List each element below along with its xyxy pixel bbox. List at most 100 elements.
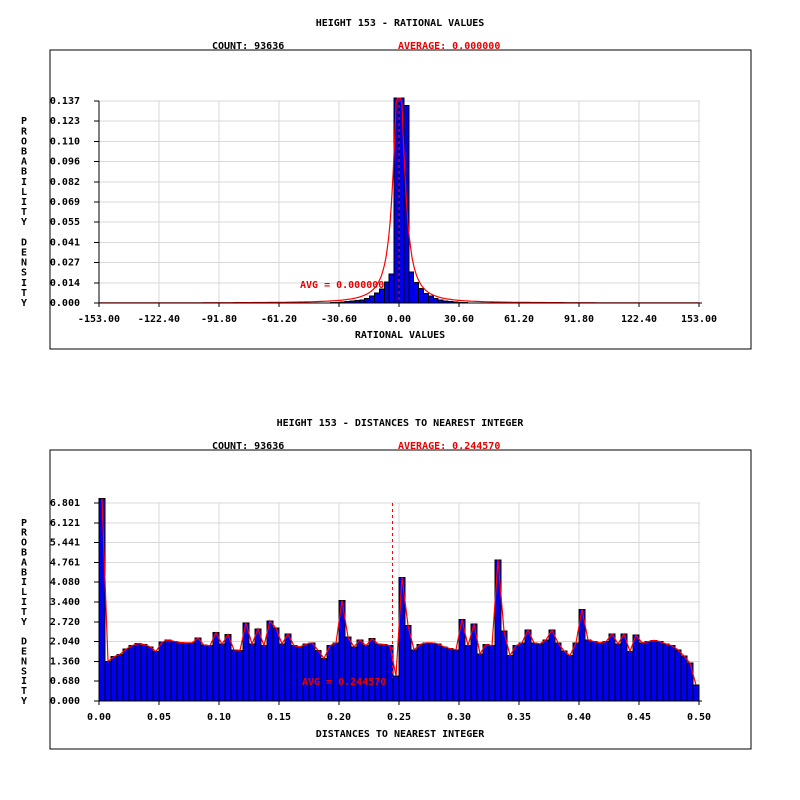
bar <box>418 288 425 304</box>
y-axis-title-letter: Y <box>21 617 27 628</box>
y-tick-labels: 6.801 6.121 5.441 4.761 4.080 3.400 2.720 2.040… <box>50 498 80 707</box>
bar <box>230 649 238 702</box>
y-axis-title-letter: T <box>21 686 27 697</box>
bar <box>128 645 136 702</box>
y-tick-label: 0.069 <box>50 197 80 208</box>
bar <box>404 624 412 702</box>
x-tick-label: 91.80 <box>564 314 594 325</box>
x-tick-label: 0.25 <box>387 712 411 723</box>
bar <box>518 642 526 702</box>
x-tick-label: 0.30 <box>447 712 471 723</box>
y-axis-title-letter: I <box>21 577 27 588</box>
bar <box>572 642 580 702</box>
bar <box>368 638 376 702</box>
bar <box>314 649 322 702</box>
x-tick-label: -122.40 <box>138 314 180 325</box>
plot-area-distances: 6.801 6.121 5.441 4.761 4.080 3.400 2.720 2.040… <box>21 449 752 750</box>
chart-frame <box>49 49 752 350</box>
histogram-bars <box>329 97 469 304</box>
count-label: COUNT: 93636 <box>212 441 284 452</box>
bar <box>236 649 244 702</box>
y-axis-title-letter: I <box>21 177 27 188</box>
bar <box>248 643 256 702</box>
count-label: COUNT: 93636 <box>212 41 284 52</box>
bar <box>266 620 274 702</box>
y-axis-title-letter: B <box>21 167 27 178</box>
y-axis-title-letter: P <box>21 518 27 529</box>
x-tick-label: -91.80 <box>201 314 237 325</box>
bar <box>176 641 184 702</box>
x-axis-title: DISTANCES TO NEAREST INTEGER <box>316 729 486 740</box>
x-tick-label: 0.15 <box>267 712 291 723</box>
bar <box>554 642 562 702</box>
bar <box>158 641 166 702</box>
y-tick-label: 4.080 <box>50 577 80 588</box>
x-tick-label: 122.40 <box>621 314 657 325</box>
bar <box>98 498 106 702</box>
y-axis-title-letter: T <box>21 207 27 218</box>
bar <box>182 642 190 702</box>
x-tick-label: -153.00 <box>78 314 120 325</box>
bar <box>356 639 364 702</box>
bar <box>656 641 664 702</box>
y-tick-label: 2.040 <box>50 637 80 648</box>
bar <box>364 298 371 304</box>
bar <box>644 641 652 702</box>
y-tick-label: 6.121 <box>50 518 80 529</box>
bar <box>680 655 688 702</box>
bar <box>194 637 202 702</box>
y-axis-title-letter: L <box>21 587 27 598</box>
bar <box>188 642 196 702</box>
y-axis-title-letter: B <box>21 147 27 158</box>
plot-area-rational: 0.137 0.123 0.110 0.096 0.082 0.069 0.055 0.041… <box>21 49 752 350</box>
bar <box>152 651 160 702</box>
bar <box>380 644 388 702</box>
bar <box>218 643 226 702</box>
x-tick-label: 153.00 <box>681 314 717 325</box>
bar <box>584 639 592 702</box>
x-tick-label: 0.00 <box>387 314 411 325</box>
y-tick-label: 4.761 <box>50 557 80 568</box>
bar <box>416 644 424 702</box>
bar <box>383 281 390 304</box>
bar <box>608 633 616 702</box>
bar <box>632 634 640 702</box>
bar <box>602 641 610 702</box>
average-label: AVERAGE: 0.244570 <box>398 441 500 452</box>
x-tick-label: 0.50 <box>687 712 711 723</box>
y-tick-label: 0.014 <box>50 278 80 289</box>
y-axis-title-letter: O <box>21 136 27 147</box>
bar <box>548 629 556 702</box>
y-axis-title-letter: A <box>21 157 27 168</box>
bar <box>638 642 646 702</box>
bar <box>278 643 286 702</box>
bar <box>296 646 304 702</box>
bar <box>620 633 628 702</box>
bar <box>110 656 118 702</box>
y-tick-label: 0.082 <box>50 177 80 188</box>
y-tick-labels: 0.137 0.123 0.110 0.096 0.082 0.069 0.055 0.041… <box>50 96 80 309</box>
x-tick-label: 0.40 <box>567 712 591 723</box>
axes <box>94 502 702 705</box>
bar <box>116 653 124 702</box>
y-tick-label: 0.096 <box>50 157 80 168</box>
bar <box>446 648 454 702</box>
y-axis-title-letter: N <box>21 258 27 269</box>
x-tick-labels: 0.00 0.05 0.10 0.15 0.20 0.25 0.30 0.35 0.40 0.45… <box>87 712 711 723</box>
x-tick-label: 0.10 <box>207 712 231 723</box>
x-tick-label: 0.45 <box>627 712 651 723</box>
bar <box>614 643 622 702</box>
x-tick-label: 61.20 <box>504 314 534 325</box>
bar <box>650 639 658 702</box>
x-tick-label: -30.60 <box>321 314 357 325</box>
y-axis-title-letter: N <box>21 656 27 667</box>
x-tick-labels: -153.00 -122.40 -91.80 -61.20 -30.60 0.00 30.6… <box>78 314 717 325</box>
y-tick-label: 0.041 <box>50 237 80 248</box>
y-axis-title-letter: R <box>21 126 28 137</box>
bar <box>388 273 395 304</box>
y-axis-title-letter: O <box>21 538 27 549</box>
bar <box>596 642 604 702</box>
x-tick-label: 0.20 <box>327 712 351 723</box>
